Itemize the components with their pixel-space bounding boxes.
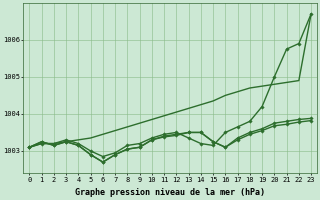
X-axis label: Graphe pression niveau de la mer (hPa): Graphe pression niveau de la mer (hPa) xyxy=(75,188,265,197)
